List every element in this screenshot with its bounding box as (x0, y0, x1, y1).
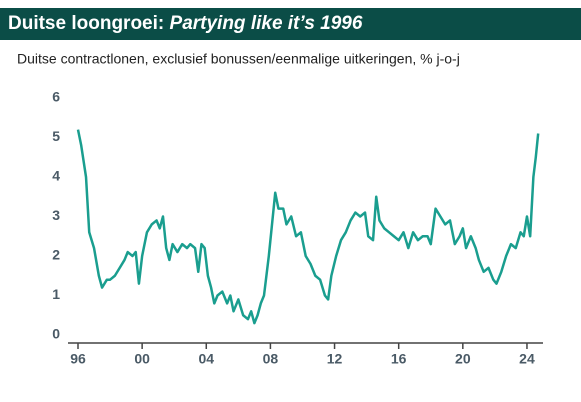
y-tick-label: 3 (52, 207, 60, 223)
x-tick-label: 04 (198, 351, 214, 367)
chart-title: Duitse loongroei: Partying like it’s 199… (8, 13, 363, 34)
x-tick-label: 16 (391, 351, 407, 367)
y-tick-label: 6 (52, 89, 60, 105)
title-main: Duitse loongroei: (8, 13, 164, 34)
y-tick-label: 4 (52, 168, 60, 184)
title-bar (0, 8, 581, 40)
y-tick-label: 5 (52, 128, 60, 144)
x-tick-label: 00 (134, 351, 150, 367)
y-tick-label: 0 (52, 326, 60, 342)
chart-subtitle: Duitse contractlonen, exclusief bonussen… (17, 51, 460, 67)
x-tick-label: 20 (455, 351, 471, 367)
x-tick-label: 08 (263, 351, 279, 367)
x-tick-label: 96 (70, 351, 86, 367)
data-line (76, 129, 540, 325)
y-tick-label: 2 (52, 247, 60, 263)
y-tick-label: 1 (52, 286, 60, 302)
x-tick-label: 12 (327, 351, 343, 367)
x-tick-label: 24 (519, 351, 535, 367)
title-italic: Partying like it’s 1996 (170, 13, 363, 34)
